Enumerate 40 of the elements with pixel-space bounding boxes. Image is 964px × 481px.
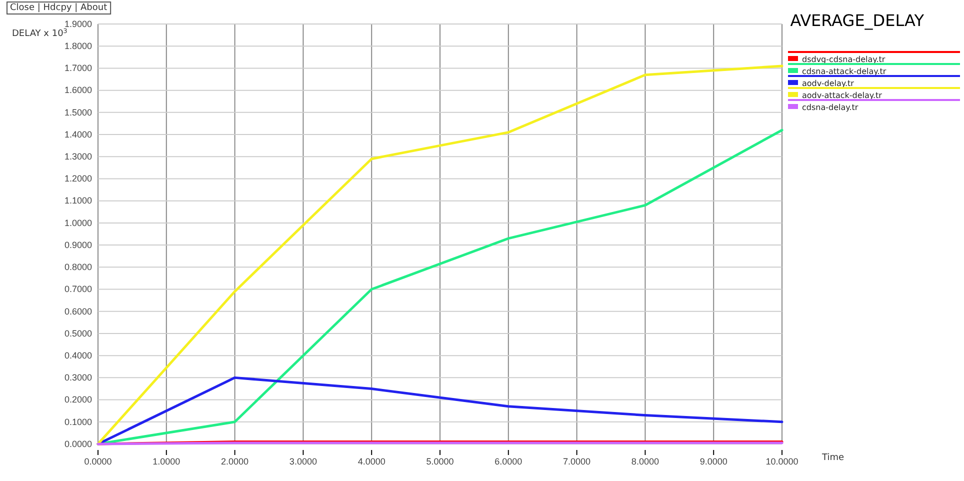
x-tick-label: 1.0000 bbox=[152, 456, 180, 466]
legend-label: cdsna-attack-delay.tr bbox=[802, 67, 887, 76]
legend-label: cdsna-delay.tr bbox=[802, 103, 859, 112]
y-tick-label: 1.1000 bbox=[64, 196, 92, 206]
y-tick-label: 1.2000 bbox=[64, 174, 92, 184]
x-tick-label: 0.0000 bbox=[84, 456, 112, 466]
x-axis-title: Time bbox=[821, 453, 844, 463]
y-tick-label: 0.1000 bbox=[64, 416, 92, 427]
x-tick-label: 2.0000 bbox=[221, 456, 249, 466]
y-axis-title: DELAY x 10$^{3}$ bbox=[12, 28, 68, 39]
x-tick-label: 4.0000 bbox=[358, 456, 386, 466]
y-tick-label: 1.5000 bbox=[64, 107, 92, 118]
y-tick-label: 0.3000 bbox=[64, 372, 92, 383]
y-tick-label: 0.4000 bbox=[64, 350, 92, 360]
y-tick-label: 1.9000 bbox=[64, 18, 92, 29]
legend-label: aodv-delay.tr bbox=[802, 79, 855, 88]
legend-label: dsdvg-cdsna-delay.tr bbox=[802, 55, 886, 64]
x-tick-label: 6.0000 bbox=[494, 456, 522, 466]
y-tick-label: 1.6000 bbox=[64, 85, 92, 96]
y-tick-label: 0.6000 bbox=[64, 306, 92, 316]
y-tick-label: 1.3000 bbox=[64, 152, 92, 162]
x-tick-label: 8.0000 bbox=[631, 456, 659, 466]
y-tick-label: 1.4000 bbox=[64, 129, 92, 140]
x-tick-label: 9.0000 bbox=[700, 456, 728, 466]
y-tick-label: 1.0000 bbox=[64, 218, 92, 228]
text: Close | Hdcpy | About bbox=[10, 3, 108, 13]
x-tick-label: 10.0000 bbox=[766, 456, 798, 466]
x-tick-label: 7.0000 bbox=[563, 456, 591, 466]
y-tick-label: 0.9000 bbox=[64, 240, 92, 250]
y-tick-label: 0.0000 bbox=[64, 438, 92, 449]
y-tick-label: 0.8000 bbox=[64, 262, 92, 272]
y-tick-label: 1.7000 bbox=[64, 63, 92, 74]
y-tick-label: 1.8000 bbox=[64, 40, 92, 51]
x-tick-label: 5.0000 bbox=[426, 456, 454, 466]
y-tick-label: 0.2000 bbox=[64, 394, 92, 405]
text: AVERAGE_DELAY bbox=[790, 11, 924, 30]
y-tick-label: 0.7000 bbox=[64, 284, 92, 294]
legend-label: aodv-attack-delay.tr bbox=[802, 91, 883, 100]
y-tick-label: 0.5000 bbox=[64, 328, 92, 338]
x-tick-label: 3.0000 bbox=[289, 456, 317, 466]
